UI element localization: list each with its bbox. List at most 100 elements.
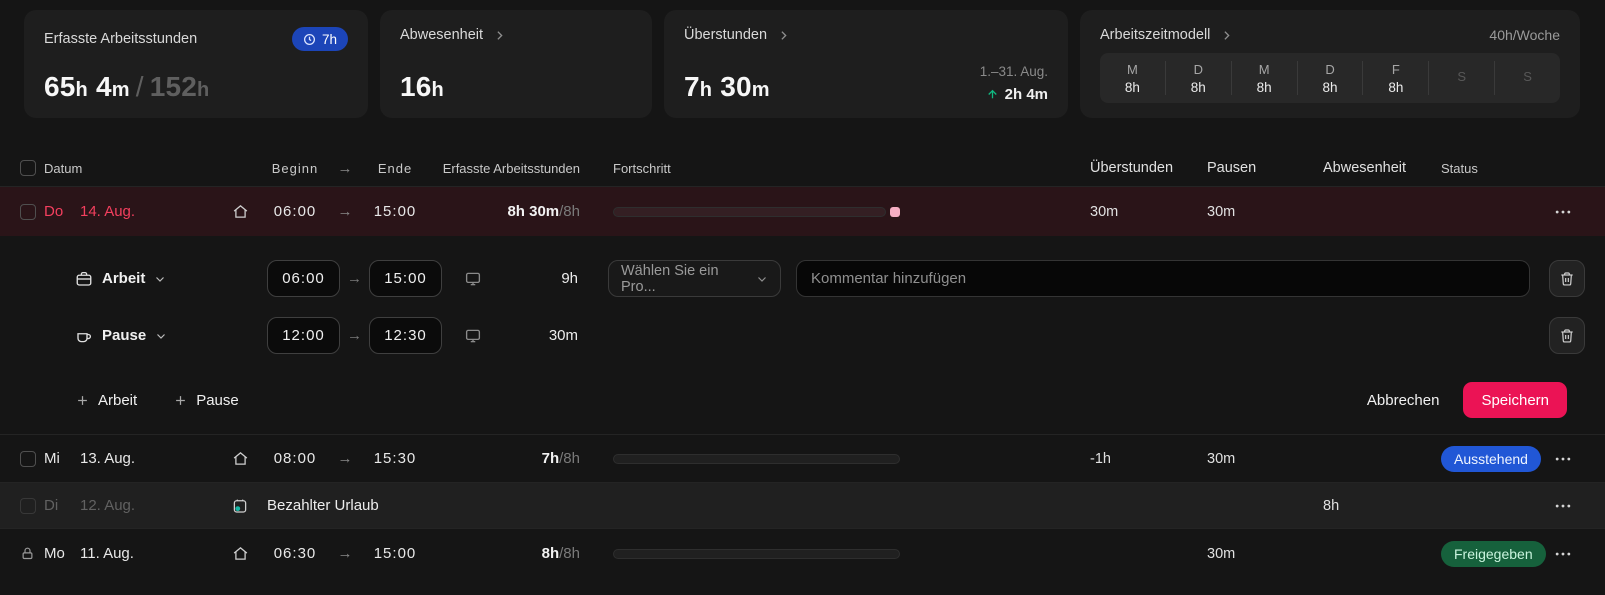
row-start: 08:00: [273, 450, 317, 467]
overtime-value: 7h 30m: [684, 71, 770, 102]
chevron-down-icon: [155, 330, 167, 342]
absence-value: 16h: [400, 71, 444, 102]
cancel-button[interactable]: Abbrechen: [1366, 391, 1440, 409]
header-uberstunden: Überstunden: [1090, 160, 1174, 176]
card-title-overtime: Überstunden: [684, 27, 768, 43]
chevron-down-icon: [756, 273, 768, 285]
editor-actions: Arbeit Pause Abbrechen Speichern: [0, 382, 1605, 418]
row-date: 14. Aug.: [80, 203, 136, 220]
status-badge-approved: Freigegeben: [1441, 540, 1546, 567]
row-menu-button[interactable]: [1549, 544, 1605, 564]
header-ende: Ende: [377, 160, 413, 176]
coffee-cup-icon: [75, 327, 93, 345]
model-day: D 8h: [1296, 61, 1363, 95]
overtime-period: 1.–31. Aug.: [979, 64, 1048, 79]
editor-break-row: Pause → 30m: [0, 317, 1605, 354]
row-date: 11. Aug.: [80, 545, 134, 562]
weekly-hours: 40h/Woche: [1489, 27, 1560, 43]
entry-type-label: Pause: [102, 327, 147, 344]
row-day: Do: [44, 203, 64, 220]
table-row-di-12-aug[interactable]: Di 12. Aug. Bezahlter Urlaub 8h: [0, 482, 1605, 528]
row-menu-button[interactable]: [1549, 449, 1605, 469]
today-hours-value: 7h: [321, 31, 337, 47]
arrow-right-icon: →: [337, 545, 353, 562]
card-title-work-model: Arbeitszeitmodell: [1100, 27, 1211, 43]
add-work-button[interactable]: Arbeit: [75, 392, 137, 409]
project-select[interactable]: Wählen Sie ein Pro...: [608, 260, 781, 297]
row-breaks: 30m: [1207, 450, 1236, 467]
table-row-mo-11-aug[interactable]: Mo 11. Aug. 06:30 → 15:00 8h/8h 30m Frei…: [0, 528, 1605, 578]
row-end: 15:00: [373, 545, 417, 562]
comment-input[interactable]: [796, 260, 1530, 297]
progress-bar: [580, 453, 900, 464]
row-start: 06:30: [273, 545, 317, 562]
trash-icon: [1561, 328, 1573, 343]
dots-menu-icon: [1555, 210, 1571, 213]
work-model-days: M 8h D 8h M 8h D 8h F 8h S S: [1100, 53, 1560, 103]
row-checkbox[interactable]: [20, 450, 36, 467]
entry-type-select-work[interactable]: Arbeit: [75, 270, 175, 288]
select-all-checkbox[interactable]: [20, 160, 36, 176]
home-icon: [220, 450, 260, 467]
card-absence[interactable]: Abwesenheit 16h: [380, 10, 652, 118]
row-overtime: -1h: [1090, 450, 1111, 467]
model-day: M 8h: [1230, 61, 1297, 95]
row-day: Di: [44, 497, 59, 514]
row-date: 12. Aug.: [80, 497, 136, 514]
row-logged-hours: 8h 30m/8h: [507, 203, 580, 220]
work-duration: 9h: [561, 270, 578, 287]
arrow-right-icon: →: [337, 203, 353, 220]
table-row-do-14-aug[interactable]: Do 14. Aug. 06:00 → 15:00 8h 30m/8h 30m …: [0, 186, 1605, 236]
delete-work-entry-button[interactable]: [1549, 260, 1585, 297]
header-beginn: Beginn: [271, 160, 319, 176]
entry-type-label: Arbeit: [102, 270, 146, 287]
break-end-input[interactable]: [369, 317, 442, 354]
header-datum: Datum: [44, 160, 83, 176]
card-work-model[interactable]: Arbeitszeitmodell 40h/Woche M 8h D 8h M 8h …: [1080, 10, 1580, 118]
row-menu-button[interactable]: [1549, 496, 1605, 516]
clock-icon: [303, 33, 316, 46]
arrow-right-icon: →: [347, 327, 362, 344]
status-badge-pending: Ausstehend: [1441, 445, 1541, 472]
absence-type-label: Bezahlter Urlaub: [267, 497, 379, 514]
card-title-absence: Abwesenheit: [400, 27, 484, 43]
add-break-button[interactable]: Pause: [173, 392, 239, 409]
arrow-right-icon: →: [337, 159, 353, 177]
row-checkbox[interactable]: [20, 497, 36, 514]
model-day: M 8h: [1124, 61, 1140, 95]
row-end: 15:00: [373, 203, 417, 220]
work-end-input[interactable]: [369, 260, 442, 297]
model-day: S: [1428, 61, 1494, 95]
trash-icon: [1561, 271, 1573, 286]
table-row-mi-13-aug[interactable]: Mi 13. Aug. 08:00 → 15:30 7h/8h -1h 30m …: [0, 434, 1605, 482]
header-erfasste: Erfasste Arbeitsstunden: [442, 160, 580, 176]
break-duration: 30m: [548, 327, 578, 344]
day-editor: Arbeit → 9h Wählen Sie ein Pro... P: [0, 236, 1605, 434]
project-select-placeholder: Wählen Sie ein Pro...: [621, 262, 719, 295]
entry-type-select-break[interactable]: Pause: [75, 327, 175, 345]
row-checkbox[interactable]: [20, 203, 36, 220]
row-menu-button[interactable]: [1549, 202, 1605, 222]
row-overtime: 30m: [1090, 203, 1119, 220]
plus-icon: [173, 393, 188, 408]
row-logged-hours: 8h/8h: [541, 545, 580, 562]
arrow-up-icon: [987, 89, 997, 99]
home-icon: [220, 203, 260, 220]
dots-menu-icon: [1555, 552, 1571, 555]
monitor-icon: [464, 327, 482, 345]
chevron-down-icon: [154, 273, 166, 285]
break-start-input[interactable]: [267, 317, 340, 354]
card-logged-hours: Erfasste Arbeitsstunden 7h 65h 4m/152h: [24, 10, 368, 118]
vacation-calendar-icon: [220, 497, 260, 515]
delete-break-entry-button[interactable]: [1549, 317, 1585, 354]
model-day: D 8h: [1164, 61, 1231, 95]
row-breaks: 30m: [1207, 203, 1236, 220]
save-button[interactable]: Speichern: [1463, 382, 1567, 418]
card-overtime[interactable]: Überstunden 7h 30m 1.–31. Aug. 2h 4m: [664, 10, 1068, 118]
row-breaks: 30m: [1207, 545, 1236, 562]
progress-overflow-segment: [889, 206, 900, 217]
logged-hours-value: 65h 4m/152h: [44, 71, 210, 102]
dots-menu-icon: [1555, 504, 1571, 507]
work-start-input[interactable]: [267, 260, 340, 297]
header-status: Status: [1441, 160, 1478, 176]
